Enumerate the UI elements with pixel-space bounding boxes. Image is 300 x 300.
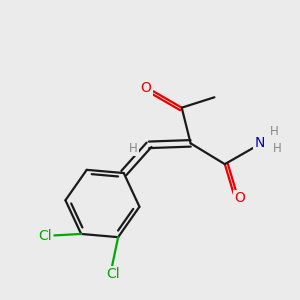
Text: N: N — [254, 136, 265, 150]
Text: H: H — [272, 142, 281, 155]
Text: H: H — [129, 142, 138, 155]
Text: H: H — [270, 125, 279, 138]
Text: Cl: Cl — [106, 267, 120, 281]
Text: O: O — [141, 81, 152, 95]
Text: O: O — [234, 191, 245, 205]
Text: Cl: Cl — [38, 229, 52, 243]
